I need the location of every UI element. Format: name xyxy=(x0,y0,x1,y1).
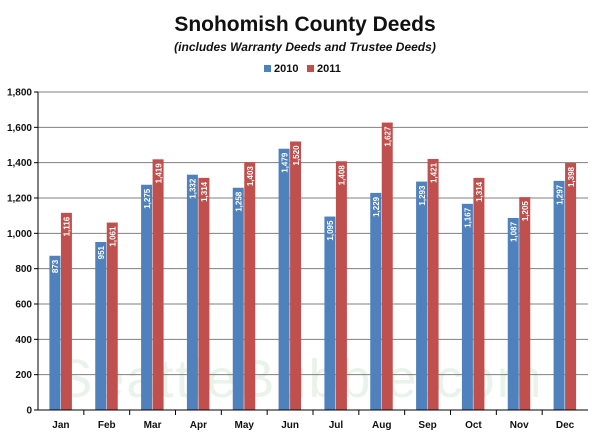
bar xyxy=(519,197,531,410)
x-tick-label: Jul xyxy=(329,420,344,431)
data-label: 1,419 xyxy=(154,163,163,184)
bar xyxy=(507,217,519,410)
bar xyxy=(141,184,153,410)
y-tick-label: 1,400 xyxy=(7,158,32,169)
data-label: 1,297 xyxy=(555,184,564,205)
legend: 2010 2011 xyxy=(264,63,341,75)
data-label: 1,421 xyxy=(429,162,438,183)
bar xyxy=(473,177,485,410)
x-tick-label: May xyxy=(235,420,255,431)
data-label: 1,229 xyxy=(372,196,381,217)
bar xyxy=(186,174,198,410)
x-tick-label: Nov xyxy=(510,420,529,431)
y-tick-label: 1,000 xyxy=(7,229,32,240)
data-label: 1,332 xyxy=(189,178,198,199)
bar xyxy=(324,216,336,410)
y-tick-label: 800 xyxy=(15,264,32,275)
data-label: 1,061 xyxy=(109,226,118,247)
bar xyxy=(60,212,72,410)
bar xyxy=(198,177,210,410)
data-label: 1,403 xyxy=(246,166,255,187)
bar xyxy=(152,159,164,410)
y-tick-label: 1,600 xyxy=(7,123,32,134)
data-label: 1,275 xyxy=(143,188,152,209)
x-tick-label: Dec xyxy=(556,420,575,431)
bar xyxy=(232,187,244,410)
data-label: 1,627 xyxy=(384,126,393,147)
data-label: 1,314 xyxy=(200,181,209,202)
data-label: 1,167 xyxy=(464,207,473,228)
data-label: 1,314 xyxy=(475,181,484,202)
bar xyxy=(49,255,61,410)
y-tick-label: 600 xyxy=(15,300,32,311)
gridlines xyxy=(38,91,588,376)
bar xyxy=(461,203,473,410)
y-tick-label: 1,800 xyxy=(7,88,32,99)
x-tick-label: Jan xyxy=(52,420,69,431)
x-tick-label: Feb xyxy=(98,420,116,431)
data-label: 1,087 xyxy=(510,221,519,242)
x-tick-label: Sep xyxy=(418,420,436,431)
x-tick-label: Mar xyxy=(144,420,162,431)
x-tick-label: Oct xyxy=(465,420,482,431)
legend-swatch-2011 xyxy=(307,65,314,72)
x-tick-label: Apr xyxy=(190,420,207,431)
bar xyxy=(278,148,290,410)
x-tick-label: Aug xyxy=(372,420,391,431)
legend-label-2010: 2010 xyxy=(274,63,298,75)
data-label: 1,095 xyxy=(326,220,335,241)
data-label: 1,258 xyxy=(235,191,244,212)
data-label: 1,293 xyxy=(418,185,427,206)
bar xyxy=(244,162,256,410)
data-label: 951 xyxy=(97,245,106,259)
bar xyxy=(553,180,565,410)
y-axis-ticks: 0 200 400 600 800 1,000 1,200 1,400 1,600 1,800 xyxy=(7,88,38,417)
data-label: 1,398 xyxy=(567,166,576,187)
x-axis: Jan Feb Mar Apr May Jun Jul Aug Sep Oct Nov Dec xyxy=(37,92,588,431)
bar xyxy=(565,163,577,410)
bars xyxy=(49,122,577,411)
legend-swatch-2010 xyxy=(264,65,271,72)
y-tick-label: 0 xyxy=(26,406,32,417)
data-label: 873 xyxy=(51,259,60,273)
data-label: 1,479 xyxy=(280,152,289,173)
chart-subtitle: (includes Warranty Deeds and Trustee Dee… xyxy=(174,40,436,54)
bar xyxy=(416,181,428,410)
legend-label-2011: 2011 xyxy=(317,63,341,75)
bar xyxy=(290,141,302,410)
data-label: 1,205 xyxy=(521,201,530,222)
x-tick-label: Jun xyxy=(281,420,299,431)
y-tick-label: 1,200 xyxy=(7,194,32,205)
data-label: 1,408 xyxy=(338,165,347,186)
chart-title: Snohomish County Deeds xyxy=(174,13,435,36)
bar xyxy=(95,241,107,410)
bar xyxy=(335,161,347,410)
data-label: 1,116 xyxy=(63,216,72,236)
bar xyxy=(106,222,118,410)
y-tick-label: 200 xyxy=(15,370,32,381)
y-tick-label: 400 xyxy=(15,335,32,346)
bar xyxy=(370,192,382,410)
bar xyxy=(427,158,439,410)
data-label: 1,520 xyxy=(292,145,301,166)
bar xyxy=(381,122,393,411)
